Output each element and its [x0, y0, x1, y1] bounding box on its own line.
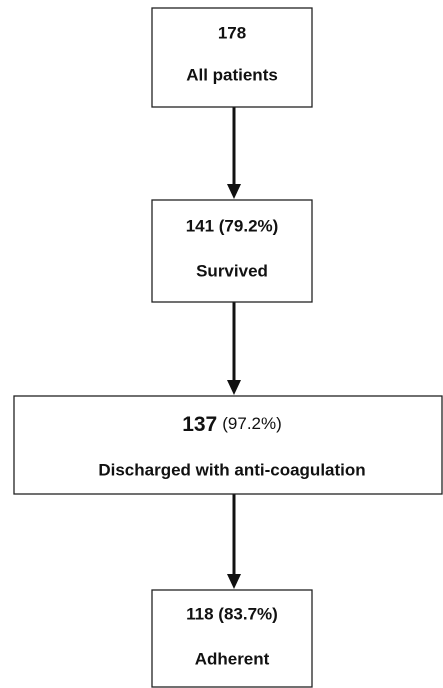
node-label: All patients: [186, 65, 278, 84]
node-count: 118 (83.7%): [186, 604, 278, 623]
node-count: 137: [182, 413, 217, 436]
node-count: 178: [218, 23, 246, 42]
arrow-head: [227, 380, 241, 395]
node-label: Discharged with anti-coagulation: [98, 460, 365, 479]
node-box: [151, 7, 313, 108]
node-count: 141 (79.2%): [186, 216, 279, 235]
arrow-head: [227, 184, 241, 199]
arrow-head: [227, 574, 241, 589]
node-box: [151, 589, 313, 688]
node-percent: (97.2%): [222, 414, 282, 433]
node-box: [13, 395, 443, 495]
node-label: Adherent: [195, 649, 270, 668]
node-label: Survived: [196, 261, 268, 280]
node-count-line: 137 (97.2%): [182, 413, 282, 436]
node-box: [151, 199, 313, 303]
